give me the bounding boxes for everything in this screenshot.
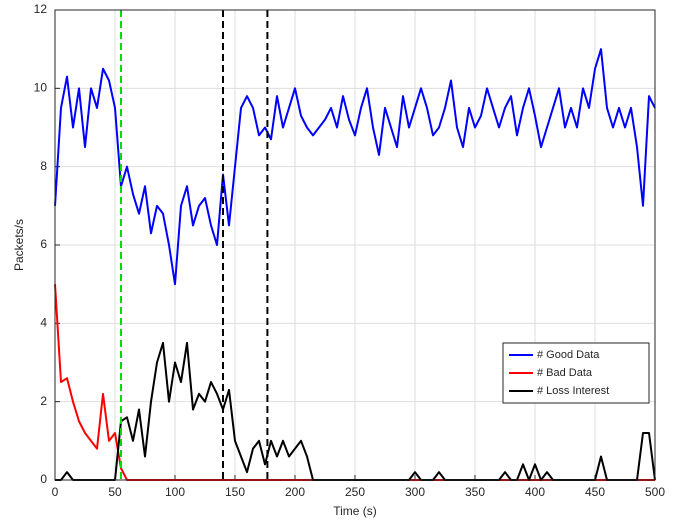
x-tick-label: 250: [345, 485, 365, 499]
y-tick-label: 12: [34, 2, 48, 16]
y-tick-label: 0: [40, 472, 47, 486]
x-tick-label: 400: [525, 485, 545, 499]
x-tick-label: 350: [465, 485, 485, 499]
y-tick-label: 2: [40, 394, 47, 408]
y-tick-label: 8: [40, 159, 47, 173]
x-tick-label: 100: [165, 485, 185, 499]
data-line: [54, 48, 656, 286]
legend-label: # Loss Interest: [537, 385, 609, 397]
x-tick-label: 200: [285, 485, 305, 499]
y-tick-label: 4: [40, 316, 47, 330]
y-tick-label: 10: [34, 81, 48, 95]
x-tick-label: 500: [645, 485, 665, 499]
x-tick-label: 450: [585, 485, 605, 499]
x-axis-label: Time (s): [333, 504, 377, 518]
plot-frame: [54, 9, 656, 481]
legend-label: # Good Data: [537, 349, 600, 361]
x-tick-label: 150: [225, 485, 245, 499]
y-axis-label: Packets/s: [12, 219, 26, 271]
legend-label: # Bad Data: [537, 367, 593, 379]
x-tick-label: 300: [405, 485, 425, 499]
x-tick-label: 0: [52, 485, 59, 499]
y-tick-label: 6: [40, 237, 47, 251]
x-tick-label: 50: [108, 485, 122, 499]
